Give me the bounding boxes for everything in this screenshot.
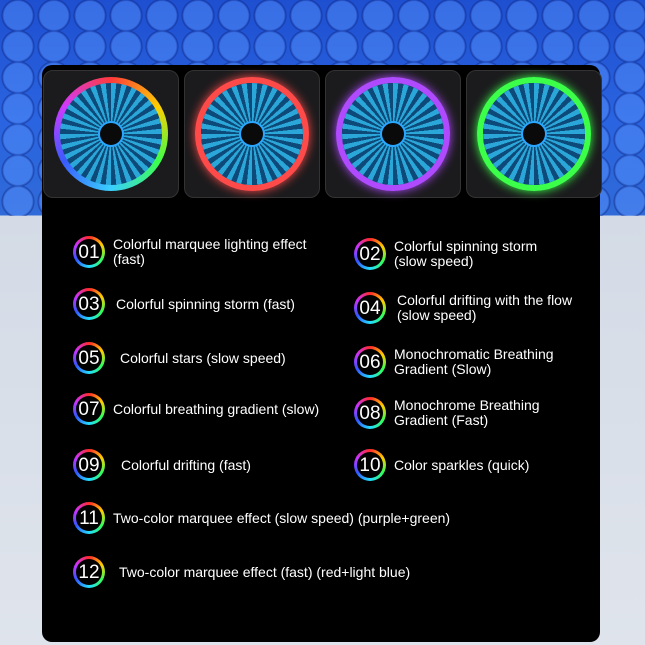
mode-label: Colorful spinning storm (slow speed) bbox=[394, 238, 538, 269]
mode-item: 04 Colorful drifting with the flow (slow … bbox=[354, 292, 572, 324]
fan-light-ring bbox=[477, 77, 591, 191]
fan-hub-logo-icon bbox=[380, 121, 406, 147]
mode-item: 07 Colorful breathing gradient (slow) bbox=[73, 393, 319, 425]
mode-item: 01 Colorful marquee lighting effect (fast… bbox=[73, 236, 307, 268]
mode-number: 03 bbox=[73, 288, 105, 320]
mode-number: 09 bbox=[73, 449, 105, 481]
fan-light-ring bbox=[336, 77, 450, 191]
mode-label: Monochromatic Breathing Gradient (Slow) bbox=[394, 346, 554, 377]
mode-item: 12 Two-color marquee effect (fast) (red+l… bbox=[73, 556, 410, 588]
mode-label: Colorful breathing gradient (slow) bbox=[113, 400, 320, 417]
mode-label: Colorful drifting (fast) bbox=[121, 456, 251, 473]
mode-item: 06 Monochromatic Breathing Gradient (Slow… bbox=[354, 346, 554, 378]
mode-item: 10 Color sparkles (quick) bbox=[354, 449, 529, 481]
mode-label: Two-color marquee effect (slow speed) (p… bbox=[113, 509, 451, 526]
mode-label: Monochrome Breathing Gradient (Fast) bbox=[394, 397, 540, 428]
mode-number: 01 bbox=[73, 236, 105, 268]
mode-number: 05 bbox=[73, 342, 105, 374]
rgb-fan bbox=[184, 70, 320, 198]
fan-light-ring bbox=[195, 77, 309, 191]
mode-item: 02 Colorful spinning storm (slow speed) bbox=[354, 238, 537, 270]
mode-label: Color sparkles (quick) bbox=[394, 456, 530, 473]
rgb-fan bbox=[325, 70, 461, 198]
mode-label: Two-color marquee effect (fast) (red+lig… bbox=[119, 563, 411, 580]
mode-label: Colorful stars (slow speed) bbox=[120, 349, 286, 366]
mode-number: 06 bbox=[354, 346, 386, 378]
mode-item: 05 Colorful stars (slow speed) bbox=[73, 342, 286, 374]
mode-number: 02 bbox=[354, 238, 386, 270]
rgb-fan bbox=[466, 70, 602, 198]
mode-number: 10 bbox=[354, 449, 386, 481]
mode-item: 08 Monochrome Breathing Gradient (Fast) bbox=[354, 397, 540, 429]
fan-hub-logo-icon bbox=[521, 121, 547, 147]
mode-item: 09 Colorful drifting (fast) bbox=[73, 449, 251, 481]
mode-label: Colorful drifting with the flow (slow sp… bbox=[397, 292, 573, 323]
mode-number: 08 bbox=[354, 397, 386, 429]
fan-hub-logo-icon bbox=[98, 121, 124, 147]
mode-item: 11 Two-color marquee effect (slow speed) … bbox=[73, 502, 450, 534]
mode-number: 11 bbox=[73, 502, 105, 534]
mode-number: 12 bbox=[73, 556, 105, 588]
mode-number: 07 bbox=[73, 393, 105, 425]
mode-item: 03 Colorful spinning storm (fast) bbox=[73, 288, 295, 320]
rgb-fan bbox=[43, 70, 179, 198]
mode-label: Colorful marquee lighting effect (fast) bbox=[113, 236, 307, 267]
mode-label: Colorful spinning storm (fast) bbox=[116, 295, 295, 312]
mode-number: 04 bbox=[354, 292, 386, 324]
fan-hub-logo-icon bbox=[239, 121, 265, 147]
